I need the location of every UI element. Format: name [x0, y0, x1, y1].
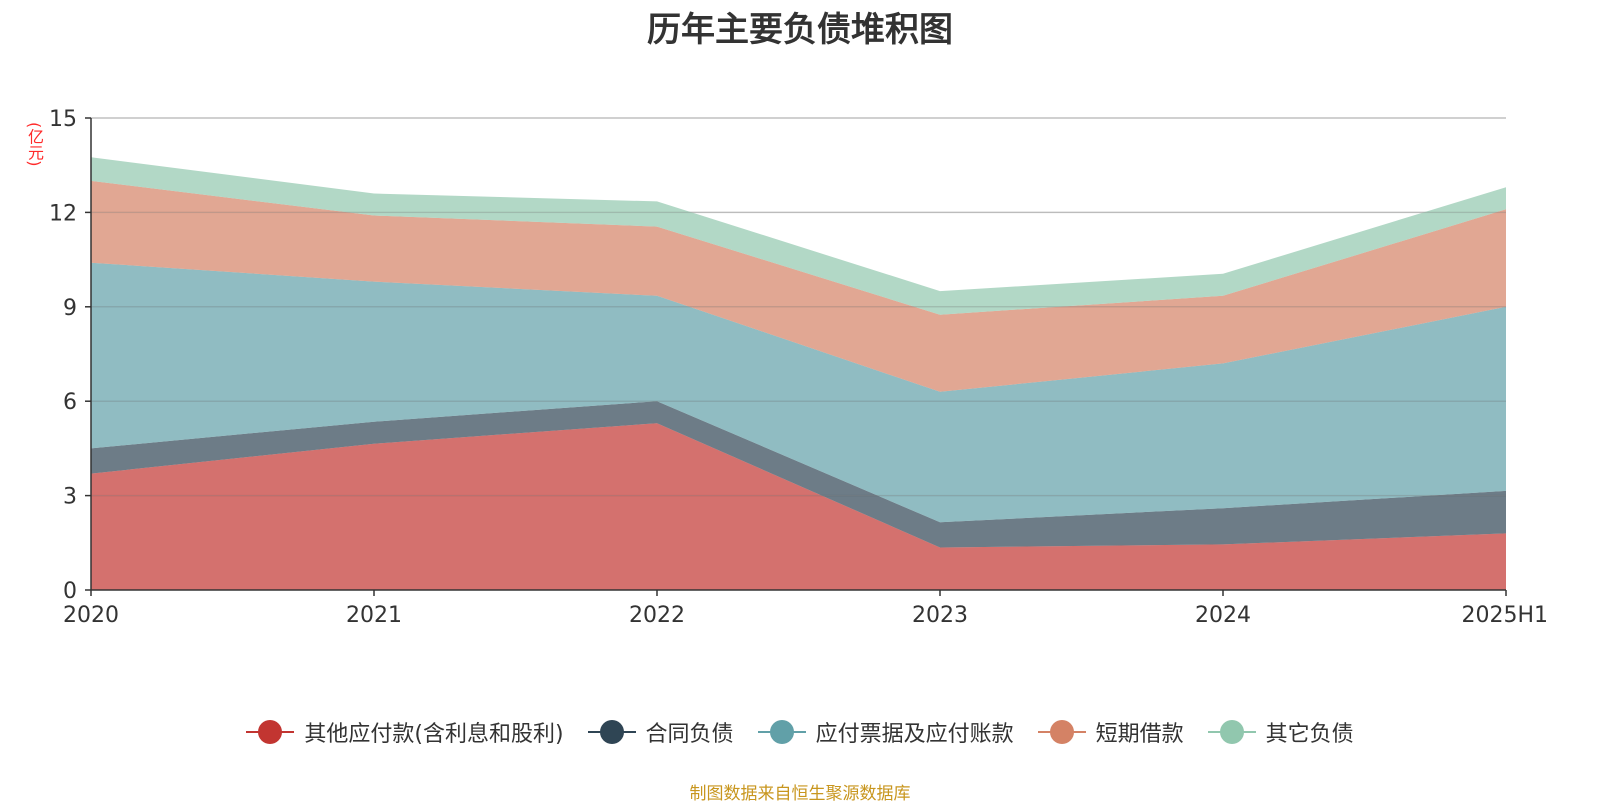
legend-marker-icon [1037, 720, 1086, 744]
legend-label: 应付票据及应付账款 [815, 722, 1014, 747]
x-tick-label-2024: 2024 [1195, 603, 1251, 628]
x-tick-label-2020: 2020 [63, 603, 119, 628]
legend: 其他应付款(含利息和股利) 合同负债 应付票据及应付账款 短期借款 其它负债 [0, 716, 1600, 748]
data-source-note: 制图数据来自恒生聚源数据库 [689, 784, 911, 804]
legend-item-2[interactable]: 应付票据及应付账款 [757, 716, 1014, 748]
x-tick-label-2022: 2022 [629, 603, 685, 628]
x-tick-label-2023: 2023 [912, 603, 968, 628]
axes: 0 3 6 9 12 15 2020 2021 2022 2023 2024 2025H1 [49, 107, 1548, 628]
area-series [91, 117, 1506, 590]
legend-item-3[interactable]: 短期借款 [1037, 716, 1184, 748]
area-series-2 [91, 262, 1506, 523]
y-tick-label-0: 0 [63, 579, 77, 604]
y-axis-unit-label: (亿元) [25, 122, 44, 167]
area-series-4 [91, 157, 1506, 315]
area-series-3 [91, 180, 1506, 392]
y-tick-label-3: 3 [63, 485, 77, 510]
y-tick-label-12: 12 [49, 201, 77, 226]
legend-marker-icon [757, 720, 806, 744]
area-series-1 [91, 401, 1506, 548]
legend-marker-icon [587, 720, 636, 744]
legend-label: 短期借款 [1095, 722, 1184, 747]
legend-label: 合同负债 [645, 722, 734, 747]
legend-item-0[interactable]: 其他应付款(含利息和股利) [246, 716, 564, 748]
chart-title: 历年主要负债堆积图 [647, 10, 953, 50]
y-tick-label-15: 15 [49, 107, 77, 132]
y-tick-label-6: 6 [63, 390, 77, 415]
x-tick-label-2025H1: 2025H1 [1461, 603, 1548, 628]
legend-marker-icon [1207, 720, 1256, 744]
legend-label: 其他应付款(含利息和股利) [304, 722, 564, 747]
legend-marker-icon [246, 720, 295, 744]
y-tick-label-9: 9 [63, 296, 77, 321]
legend-item-4[interactable]: 其它负债 [1207, 716, 1354, 748]
legend-item-1[interactable]: 合同负债 [587, 716, 734, 748]
legend-label: 其它负债 [1265, 722, 1354, 747]
x-tick-label-2021: 2021 [346, 603, 402, 628]
area-series-0 [91, 423, 1506, 590]
